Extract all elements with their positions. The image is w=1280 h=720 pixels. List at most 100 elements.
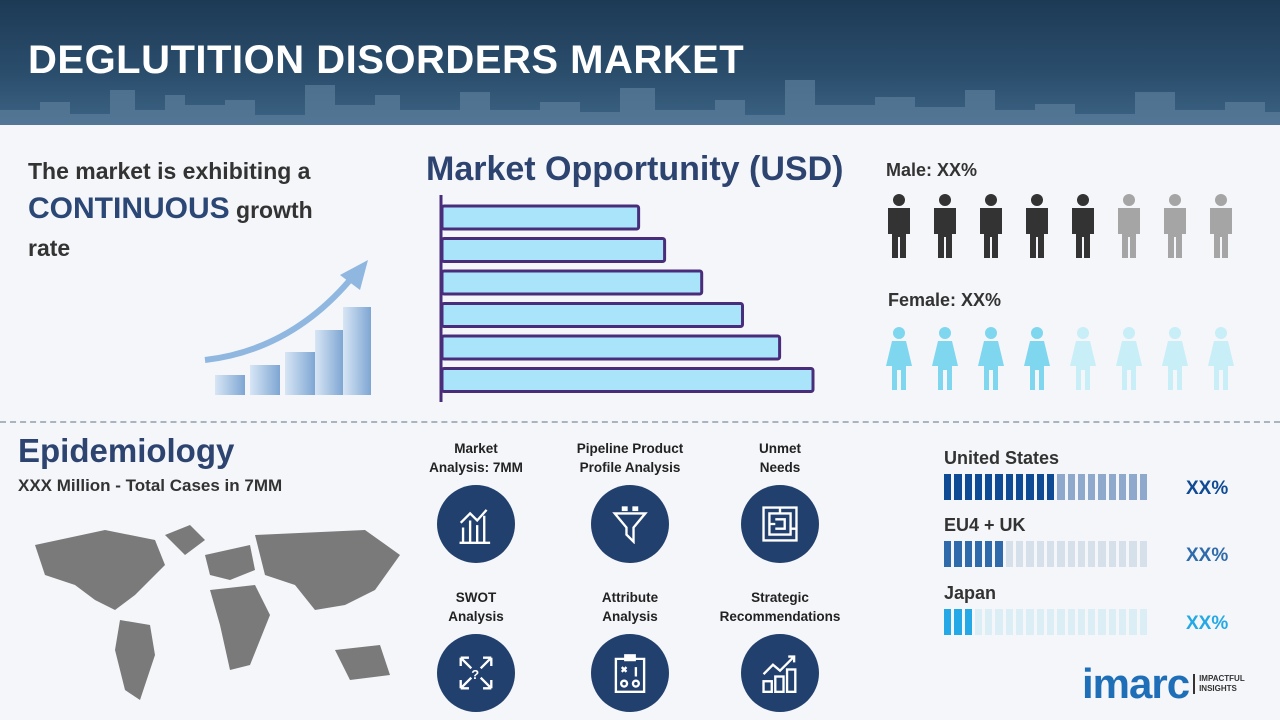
progress-segment xyxy=(1016,609,1024,635)
progress-segment xyxy=(1057,474,1065,500)
male-person-icon xyxy=(1026,194,1048,258)
chart-growth-icon xyxy=(437,485,515,563)
progress-segment xyxy=(1067,474,1075,500)
city-skyline-image xyxy=(0,80,1280,125)
maze-icon xyxy=(741,485,819,563)
growth-line-3: rate xyxy=(28,235,71,261)
male-person-icon xyxy=(1164,194,1186,258)
region-value: XX% xyxy=(1186,613,1229,634)
progress-segment xyxy=(1129,609,1137,635)
progress-segment xyxy=(995,541,1003,567)
female-person-icon xyxy=(978,327,1004,390)
male-icons xyxy=(884,193,1236,259)
progress-segment xyxy=(1057,541,1065,567)
service-label: SWOT Analysis xyxy=(448,590,504,624)
progress-segment xyxy=(954,474,962,500)
female-person-icon xyxy=(1116,327,1142,390)
progress-segment xyxy=(1119,609,1127,635)
region-progress-bar xyxy=(944,541,1147,567)
imarc-logo: imarc IMPACTFUL INSIGHTS xyxy=(1082,660,1245,708)
bar xyxy=(440,367,815,393)
growth-line-1: The market is exhibiting a xyxy=(28,158,311,184)
progress-segment xyxy=(1108,609,1117,635)
progress-segment xyxy=(1026,474,1034,500)
epidemiology-subtitle: XXX Million - Total Cases in 7MM xyxy=(18,476,283,495)
service-label: Market Analysis: 7MM xyxy=(429,441,523,475)
svg-text:?: ? xyxy=(471,667,479,682)
progress-segment xyxy=(1016,474,1024,500)
female-person-icon xyxy=(1070,327,1096,390)
service-item: Pipeline Product Profile Analysis xyxy=(550,439,710,563)
growth-statement: The market is exhibiting a CONTINUOUS gr… xyxy=(28,152,368,267)
region-name: Japan xyxy=(944,583,997,603)
progress-segment xyxy=(944,474,952,500)
region-progress-bar xyxy=(944,474,1147,500)
female-person-icon xyxy=(1024,327,1050,390)
progress-segment xyxy=(1067,609,1075,635)
progress-segment xyxy=(985,474,993,500)
progress-segment xyxy=(1119,541,1127,567)
progress-segment xyxy=(1088,541,1096,567)
region-value: XX% xyxy=(1186,545,1229,566)
clipboard-strategy-icon xyxy=(591,634,669,712)
progress-segment xyxy=(1016,541,1024,567)
progress-segment xyxy=(1108,541,1117,567)
service-item: Unmet Needs xyxy=(700,439,860,563)
progress-segment xyxy=(1046,474,1055,500)
female-person-icon xyxy=(1208,327,1234,390)
region-row: Japan XX% xyxy=(944,583,1228,635)
progress-segment xyxy=(944,609,952,635)
progress-segment xyxy=(1067,541,1075,567)
growth-bars-arrow-icon xyxy=(204,260,371,395)
progress-segment xyxy=(1036,541,1044,567)
service-item: SWOT Analysis? xyxy=(396,588,556,712)
bar xyxy=(440,204,641,231)
service-label: Unmet Needs xyxy=(758,441,801,475)
service-item: Attribute Analysis xyxy=(550,588,710,712)
male-person-icon xyxy=(1118,194,1140,258)
progress-segment xyxy=(995,474,1003,500)
progress-segment xyxy=(974,541,983,567)
progress-segment xyxy=(944,541,952,567)
progress-segment xyxy=(1088,609,1096,635)
progress-segment xyxy=(1129,474,1137,500)
progress-segment xyxy=(964,609,972,635)
region-row: EU4 + UK XX% xyxy=(944,515,1228,567)
logo-brand: imarc xyxy=(1082,660,1190,707)
progress-segment xyxy=(1026,541,1034,567)
service-label: Attribute Analysis xyxy=(601,590,659,624)
progress-segment xyxy=(1088,474,1096,500)
funnel-icon xyxy=(591,485,669,563)
progress-segment xyxy=(985,609,993,635)
male-person-icon xyxy=(980,194,1002,258)
female-person-icon xyxy=(932,327,958,390)
logo-tagline: IMPACTFUL INSIGHTS xyxy=(1193,674,1245,694)
service-label: Strategic Recommendations xyxy=(719,590,841,624)
male-label: Male: XX% xyxy=(886,160,978,180)
region-name: EU4 + UK xyxy=(944,515,1026,535)
progress-segment xyxy=(1119,474,1127,500)
progress-segment xyxy=(1108,474,1117,500)
female-person-icon xyxy=(1162,327,1188,390)
progress-segment xyxy=(1077,609,1086,635)
bar xyxy=(440,237,667,263)
progress-segment xyxy=(1005,609,1014,635)
page-title: DEGLUTITION DISORDERS MARKET xyxy=(28,38,745,82)
progress-segment xyxy=(1005,474,1014,500)
progress-segment xyxy=(1026,609,1034,635)
progress-segment xyxy=(1139,541,1147,567)
progress-segment xyxy=(974,474,983,500)
epidemiology-title: Epidemiology xyxy=(18,432,235,469)
swot-arrows-icon: ? xyxy=(437,634,515,712)
progress-segment xyxy=(1098,541,1106,567)
male-person-icon xyxy=(888,194,910,258)
region-row: United States XX% xyxy=(944,448,1228,500)
service-item: Strategic Recommendations xyxy=(700,588,860,712)
progress-segment xyxy=(974,609,983,635)
male-person-icon xyxy=(934,194,956,258)
progress-segment xyxy=(1036,609,1044,635)
header-banner: DEGLUTITION DISORDERS MARKET xyxy=(0,0,1280,125)
bar xyxy=(440,269,704,296)
bar xyxy=(440,302,745,328)
progress-segment xyxy=(985,541,993,567)
